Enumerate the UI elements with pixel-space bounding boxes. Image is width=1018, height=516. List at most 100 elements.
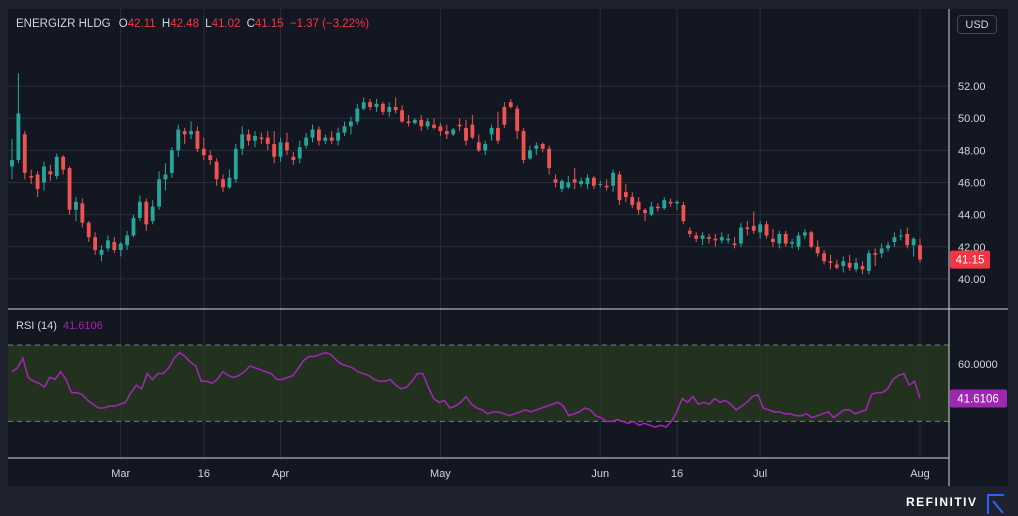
candle	[297, 140, 302, 164]
candle	[317, 126, 321, 146]
candle-body	[579, 180, 584, 185]
candle	[125, 230, 130, 251]
candle	[751, 211, 756, 234]
candle-body	[29, 176, 34, 178]
time-axis[interactable]: Mar 16 Apr May Jun 16 Jul Aug	[111, 468, 930, 480]
brand-logo-icon	[987, 494, 1004, 514]
candle-body	[528, 150, 532, 159]
candle-body	[163, 174, 168, 180]
candle	[470, 115, 475, 140]
candle-body	[240, 134, 245, 149]
candle	[758, 221, 763, 239]
symbol-name[interactable]: ENERGIZR HLDG	[16, 18, 111, 30]
candle-body	[700, 235, 705, 239]
candle-body	[687, 230, 692, 234]
candle-body	[719, 237, 724, 241]
candle	[387, 102, 392, 117]
candle	[911, 237, 916, 257]
candle	[272, 131, 277, 164]
candle	[528, 145, 532, 161]
candle	[380, 102, 385, 116]
candle-body	[393, 106, 398, 111]
rsi-band-fill	[8, 344, 949, 422]
candle-body	[745, 227, 750, 230]
candle	[694, 232, 699, 242]
candle	[278, 137, 283, 162]
candle	[809, 230, 814, 249]
candle-body	[189, 131, 193, 135]
candle	[540, 142, 545, 152]
candle-body	[432, 124, 436, 128]
candle	[547, 145, 552, 175]
candle	[419, 115, 424, 132]
candle	[521, 127, 526, 164]
candle	[361, 97, 366, 111]
candle-body	[611, 172, 615, 186]
candle-body	[157, 179, 161, 207]
candle-body	[457, 124, 462, 127]
candle	[342, 121, 347, 136]
candle-body	[566, 182, 571, 188]
candle	[118, 241, 123, 257]
candle	[438, 123, 443, 136]
currency-button[interactable]: USD	[957, 15, 997, 34]
candle	[112, 237, 117, 254]
candle	[355, 103, 360, 125]
close-key: C	[246, 18, 255, 30]
candle-body	[438, 126, 443, 132]
candle-body	[125, 235, 130, 246]
candle-body	[675, 201, 679, 204]
rsi-axis[interactable]: 60.0000	[958, 359, 998, 371]
candle	[189, 121, 193, 140]
candle	[879, 243, 884, 259]
candle-body	[131, 217, 136, 236]
candle	[579, 177, 584, 188]
price-tick-label: 50.00	[958, 113, 986, 125]
candle-body	[105, 240, 110, 249]
candle	[54, 153, 59, 180]
candle	[918, 238, 922, 263]
candle-body	[483, 143, 488, 151]
candle-body	[879, 248, 884, 254]
rsi-last-value-marker: 41.6106	[950, 389, 1007, 408]
candle-body	[374, 103, 379, 107]
candle	[432, 118, 436, 130]
candle	[464, 119, 468, 146]
candle	[681, 201, 686, 225]
candle-body	[425, 121, 430, 127]
candle-body	[713, 238, 718, 241]
candle	[99, 245, 104, 262]
candle-body	[572, 179, 577, 183]
candle-body	[892, 237, 897, 242]
candle	[368, 98, 373, 111]
candle-body	[278, 142, 283, 157]
brand-name: REFINITIV	[906, 495, 978, 509]
candle-body	[726, 238, 731, 241]
candle	[745, 221, 750, 236]
candle-body	[464, 127, 468, 141]
candle-body	[540, 143, 545, 149]
candle-body	[911, 238, 916, 246]
candle	[227, 169, 232, 189]
candle	[393, 97, 398, 114]
candle	[611, 169, 615, 193]
candle-body	[16, 113, 21, 161]
candle	[80, 198, 85, 228]
candle	[131, 214, 136, 238]
candle-body	[739, 227, 743, 244]
ohlc-legend: ENERGIZR HLDG O42.11 H42.48 L41.02 C41.1…	[16, 18, 369, 30]
candle-body	[400, 110, 404, 122]
candle-body	[118, 243, 123, 251]
candle	[886, 241, 890, 252]
rsi-indicator-name[interactable]: RSI (14)	[16, 320, 57, 332]
close-value: 41.15	[254, 18, 284, 30]
candle-body	[598, 184, 603, 186]
candle	[329, 131, 334, 144]
candle	[137, 195, 142, 222]
candle	[176, 124, 181, 157]
candle-body	[272, 143, 277, 157]
candle-body	[361, 102, 366, 109]
candle	[496, 111, 500, 144]
candle	[42, 161, 46, 191]
candle	[726, 233, 731, 244]
